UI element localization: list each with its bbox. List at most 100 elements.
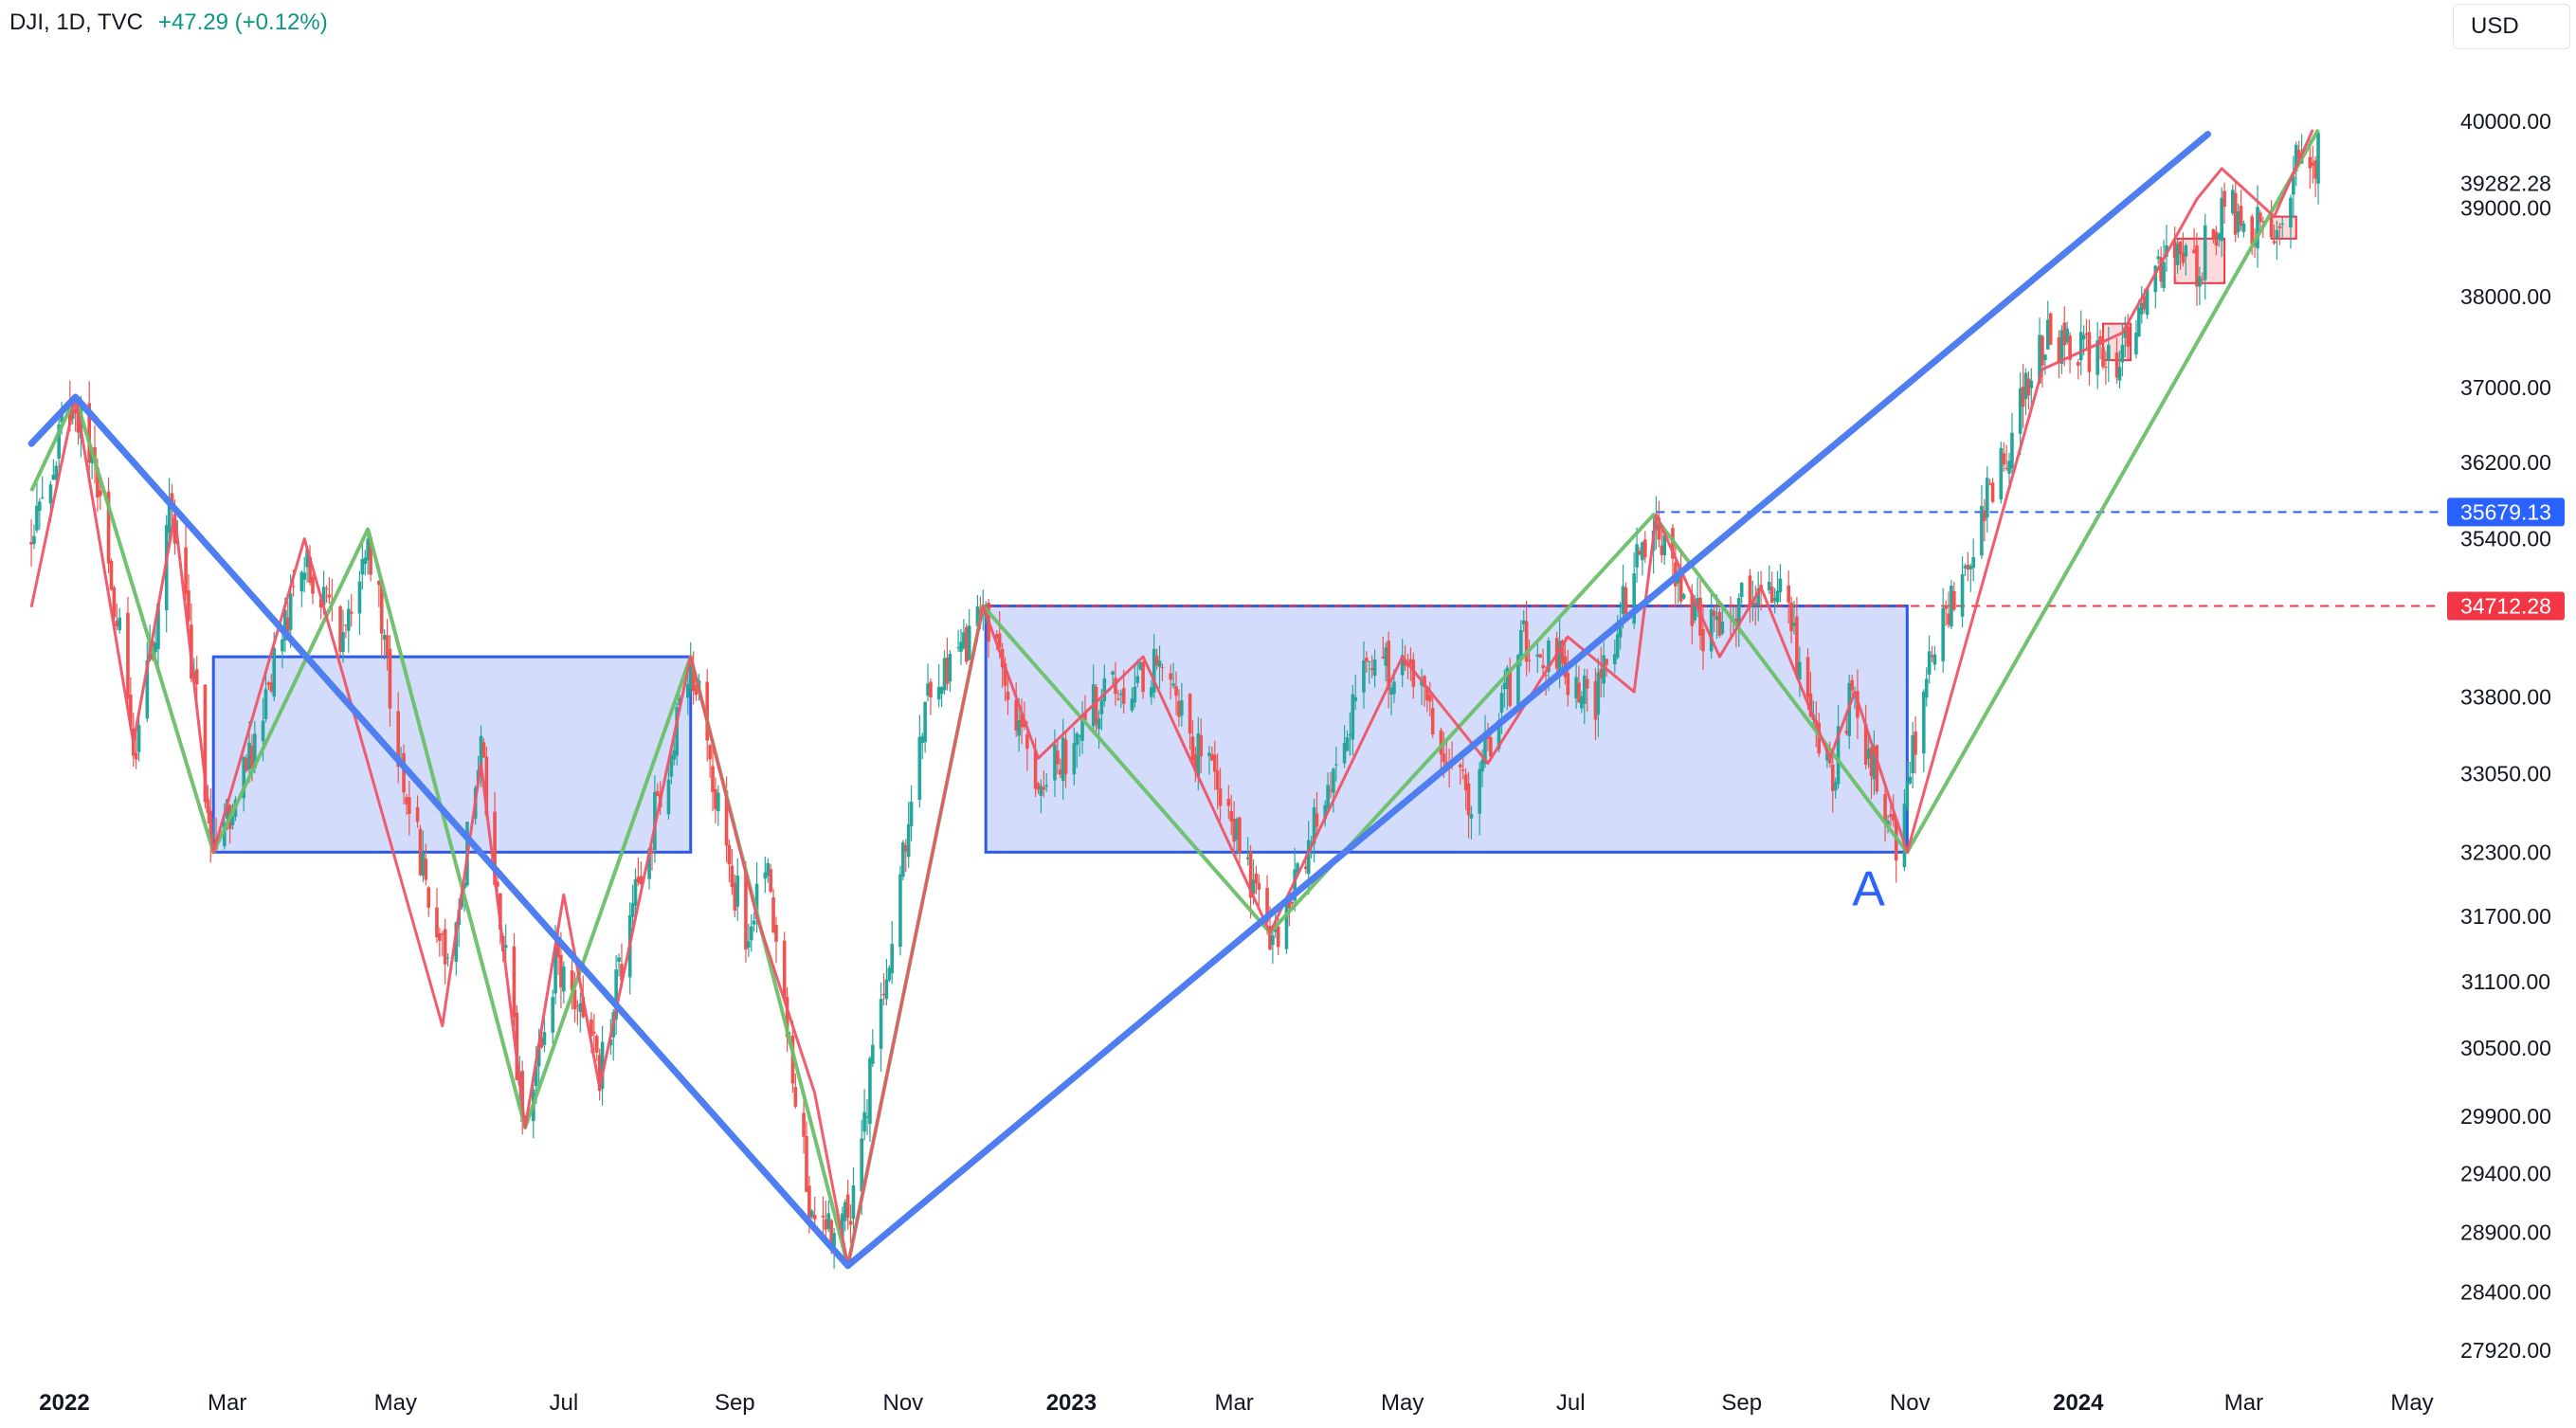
candle-body <box>956 647 960 649</box>
candle-body <box>1560 640 1565 664</box>
candle-body <box>1618 619 1623 638</box>
candle-body <box>493 811 497 886</box>
candle-body <box>1353 696 1358 701</box>
candle-body <box>1020 714 1024 728</box>
candle-body <box>2178 241 2183 255</box>
candle-body <box>99 490 102 497</box>
candle-body <box>2294 144 2298 172</box>
candle-body <box>1908 776 1913 784</box>
candle-body <box>1332 768 1335 793</box>
candle-body <box>936 687 941 700</box>
candle-body <box>926 683 930 696</box>
swing-red-line[interactable] <box>29 129 2314 1268</box>
candle-body <box>832 1233 836 1251</box>
price-level-badge <box>2447 591 2565 621</box>
candle-body <box>752 920 756 925</box>
candle-body <box>1427 695 1432 702</box>
candle-body <box>862 1112 866 1132</box>
candle-body <box>1968 566 1973 569</box>
candle-body <box>1875 745 1879 792</box>
candle-body <box>1372 660 1377 677</box>
candle-body <box>2041 335 2044 366</box>
candle-body <box>443 929 447 965</box>
candle-body <box>2269 216 2274 237</box>
candle-body <box>194 669 199 685</box>
trend-line[interactable] <box>27 393 852 1270</box>
candle-body <box>341 632 345 653</box>
candle-body <box>230 816 235 825</box>
time-tick-label: May <box>374 1390 417 1416</box>
candle-body <box>1971 556 1975 569</box>
candle-body <box>1792 623 1796 626</box>
candle-body <box>2068 335 2072 360</box>
candle-body <box>1420 681 1424 686</box>
candle-body <box>1229 810 1234 822</box>
candle-body <box>438 932 442 941</box>
candle-body <box>809 1210 814 1218</box>
candle-body <box>357 581 362 614</box>
candle-body <box>1102 678 1107 701</box>
candle-body <box>1003 662 1007 686</box>
candle-body <box>1235 819 1239 841</box>
candle-body <box>812 1215 817 1220</box>
candle-body <box>1290 901 1295 904</box>
candle-body <box>1693 602 1697 621</box>
candle-body <box>2120 344 2125 363</box>
candle-body <box>1348 733 1352 736</box>
candle-body <box>824 1219 828 1230</box>
candle-body <box>1872 746 1877 780</box>
candle-body <box>1521 620 1526 624</box>
candle-body <box>691 671 696 692</box>
candle-body <box>995 634 999 639</box>
candle-body <box>1403 660 1407 666</box>
candle-body <box>1952 590 1956 610</box>
time-tick-label: Sep <box>715 1390 755 1416</box>
candle-body <box>890 944 895 974</box>
candle-body <box>1190 736 1195 761</box>
candle-body <box>542 1032 547 1045</box>
candle-body <box>2081 334 2086 340</box>
candle-body <box>1641 542 1644 561</box>
trend-line[interactable] <box>844 131 2212 1270</box>
candle-body <box>481 742 486 758</box>
candle-body <box>630 902 635 917</box>
candle-body <box>40 497 45 498</box>
candle-body <box>1273 929 1278 932</box>
candle-body <box>223 822 227 847</box>
candle-body <box>2239 206 2243 226</box>
range-box[interactable] <box>984 605 1909 854</box>
candle-body <box>1063 739 1068 774</box>
candle-body <box>311 576 315 594</box>
time-tick-label: Jul <box>549 1390 578 1416</box>
candle-body <box>2181 252 2186 263</box>
price-axis[interactable] <box>2441 0 2576 1423</box>
candle-body <box>2114 352 2119 378</box>
swing-green-line[interactable] <box>29 129 2320 1268</box>
candle-body <box>285 617 290 634</box>
candle-body <box>959 642 963 652</box>
candle-body <box>2123 327 2128 338</box>
candle-body <box>1922 691 1926 754</box>
candle-body <box>266 682 271 685</box>
candle-body <box>1121 688 1126 704</box>
annotation-label[interactable]: A <box>1852 862 1885 917</box>
highlight-box[interactable] <box>2270 215 2297 240</box>
candle-body <box>1662 534 1667 556</box>
candle-body <box>1196 732 1201 778</box>
currency-button[interactable]: USD <box>2453 4 2570 49</box>
candle-body <box>1251 879 1256 895</box>
candle-body <box>2211 229 2216 238</box>
candle-body <box>1033 750 1038 789</box>
candle-body <box>647 848 651 879</box>
candle-body <box>633 878 638 906</box>
candle-body <box>129 695 133 726</box>
candle-body <box>1593 680 1598 720</box>
candle-body <box>1323 804 1327 820</box>
candle-body <box>512 946 517 1018</box>
candle-body <box>57 424 61 459</box>
candle-body <box>1232 818 1236 842</box>
candle-body <box>2134 332 2138 354</box>
candle-body <box>2311 162 2315 166</box>
